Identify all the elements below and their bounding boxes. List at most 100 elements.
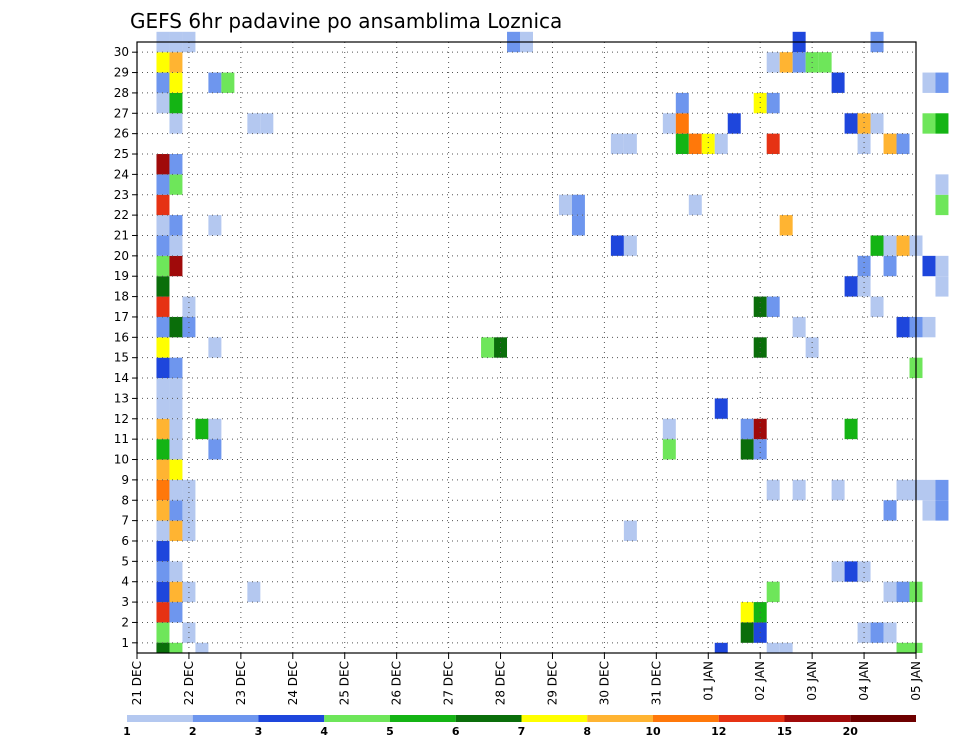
cell-m22-s32 <box>558 194 572 216</box>
cell-m16-s1 <box>156 316 170 338</box>
cell-m26-s45 <box>727 113 741 134</box>
cell-m26-s41 <box>675 113 689 134</box>
cell-m4-s1 <box>156 561 170 582</box>
colorbar-label: 15 <box>777 725 792 738</box>
cell-m25-s44 <box>714 133 728 155</box>
colorbar-swatch <box>784 715 851 722</box>
y-tick-label: 25 <box>114 147 129 161</box>
colorbar-label: 4 <box>320 725 328 738</box>
x-tick-label: 26 DEC <box>390 661 404 705</box>
cell-m20-s1 <box>156 235 170 256</box>
cell-m26-s60 <box>922 113 936 134</box>
cell-m18-s61 <box>935 276 949 297</box>
colorbar-label: 2 <box>189 725 197 738</box>
cell-m14-s1 <box>156 357 170 379</box>
colorbar: 1 2 3 4 5 6 7 8 10 12 15 20 <box>123 715 916 738</box>
y-tick-label: 6 <box>121 534 129 548</box>
y-tick-label: 19 <box>114 269 129 283</box>
cell-m3-s3 <box>182 581 196 603</box>
cell-m9-s2 <box>169 459 183 480</box>
cell-bottom-6 <box>896 642 910 653</box>
cell-m1-s1 <box>156 622 170 643</box>
colorbar-swatch <box>127 715 193 722</box>
y-tick-label: 18 <box>114 290 129 304</box>
cell-m3-s48 <box>766 581 780 603</box>
cell-m19-s60 <box>922 255 936 277</box>
cell-m25-s36 <box>610 133 624 155</box>
cell-m24-s1 <box>156 154 170 175</box>
cell-m17-s56 <box>870 296 884 317</box>
y-tick-label: 17 <box>114 310 129 324</box>
cell-m8-s3 <box>182 479 196 501</box>
colorbar-label: 5 <box>386 725 394 738</box>
cell-m10-s40 <box>662 439 676 460</box>
y-tick-label: 1 <box>121 636 129 650</box>
cell-m18-s1 <box>156 276 170 297</box>
cell-m20-s58 <box>896 235 910 256</box>
cell-m7-s3 <box>182 500 196 521</box>
cell-m20-s2 <box>169 235 183 256</box>
colorbar-label: 8 <box>583 725 591 738</box>
cell-m6-s1 <box>156 520 170 541</box>
cell-m27-s48 <box>766 92 780 114</box>
cell-m3-s58 <box>896 581 910 603</box>
cell-m8-s2 <box>169 479 183 501</box>
cell-m6-s3 <box>182 520 196 541</box>
cell-m11-s4 <box>195 418 209 440</box>
y-tick-label: 28 <box>114 86 129 100</box>
cell-m11-s5 <box>208 418 222 440</box>
cell-m3-s1 <box>156 581 170 603</box>
cell-m28-s1 <box>156 72 170 93</box>
cell-m3-s2 <box>169 581 183 603</box>
cell-m19-s57 <box>883 255 897 277</box>
cell-bottom-0 <box>156 642 170 653</box>
cell-m7-s60 <box>922 500 936 521</box>
cell-m17-s48 <box>766 296 780 317</box>
cell-m19-s55 <box>857 255 871 277</box>
cell-m7-s2 <box>169 500 183 521</box>
y-tick-label: 15 <box>114 351 129 365</box>
cell-m7-s57 <box>883 500 897 521</box>
cell-m29-s52 <box>818 52 832 73</box>
cell-m21-s5 <box>208 215 222 236</box>
cell-m21-s2 <box>169 215 183 236</box>
cell-m20-s56 <box>870 235 884 256</box>
cell-m26-s61 <box>935 113 949 134</box>
colorbar-swatch <box>718 715 785 722</box>
cell-m23-s1 <box>156 174 170 195</box>
cell-m29-s50 <box>792 52 806 73</box>
cell-m21-s33 <box>571 215 585 236</box>
cell-m27-s47 <box>753 92 767 114</box>
colorbar-swatch <box>324 715 390 722</box>
y-tick-label: 3 <box>121 595 129 609</box>
cell-bottom-5 <box>779 642 793 653</box>
cell-m16-s60 <box>922 316 936 338</box>
cell-m25-s57 <box>883 133 897 155</box>
colorbar-label: 3 <box>255 725 263 738</box>
y-tick-label: 30 <box>114 45 129 59</box>
y-tick-label: 10 <box>114 453 129 467</box>
cell-m28-s2 <box>169 72 183 93</box>
x-tick-label: 30 DEC <box>597 661 611 705</box>
cell-m11-s2 <box>169 418 183 440</box>
cell-m11-s1 <box>156 418 170 440</box>
colorbar-swatch <box>390 715 456 722</box>
colorbar-swatch <box>521 715 588 722</box>
cell-m19-s61 <box>935 255 949 277</box>
colorbar-swatch <box>850 715 916 722</box>
y-tick-label: 23 <box>114 188 129 202</box>
cell-m10-s47 <box>753 439 767 460</box>
cell-m10-s2 <box>169 439 183 460</box>
cell-m7-s61 <box>935 500 949 521</box>
cell-bottom-2 <box>195 642 209 653</box>
colorbar-label: 20 <box>843 725 859 738</box>
cell-m4-s54 <box>844 561 858 582</box>
y-tick-label: 4 <box>121 575 129 589</box>
cell-m29-s48 <box>766 52 780 73</box>
x-axis: 21 DEC 22 DEC 23 DEC 24 DEC 25 DEC 26 DEC 27 D… <box>130 653 923 705</box>
x-tick-label: 03 JAN <box>805 661 819 701</box>
cell-m21-s49 <box>779 215 793 236</box>
y-tick-label: 9 <box>121 473 129 487</box>
x-tick-label: 27 DEC <box>442 661 456 705</box>
